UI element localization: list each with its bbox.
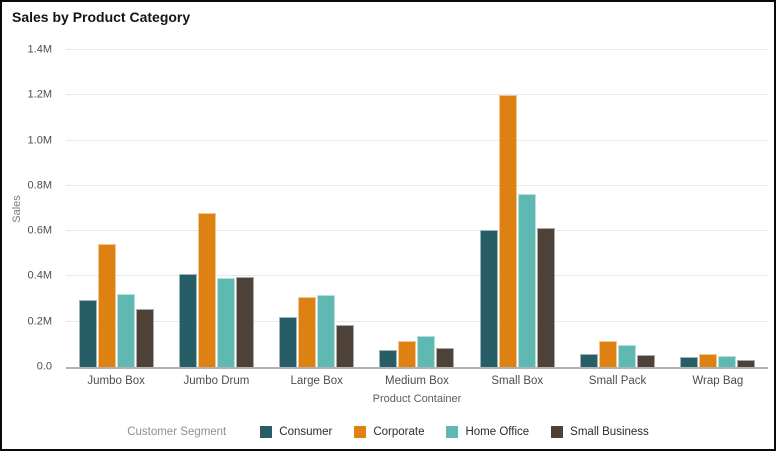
x-tick-labels: Jumbo Box Jumbo Drum Large Box Medium Box Sm…	[66, 375, 768, 387]
y-tick-label: 1.2M	[27, 88, 52, 101]
bar-corporate-wrap-bag[interactable]	[699, 354, 718, 367]
bar-group-medium-box	[367, 50, 467, 367]
bar-corporate-jumbo-drum[interactable]	[197, 213, 216, 367]
legend-label: Small Business	[570, 426, 649, 438]
legend-label: Corporate	[373, 426, 425, 438]
bar-corporate-large-box[interactable]	[298, 296, 317, 367]
bar-group-wrap-bag	[668, 50, 768, 367]
bar-small-business-jumbo-box[interactable]	[135, 309, 154, 367]
legend-items: Consumer Corporate Home Office Small Busine…	[260, 426, 649, 438]
legend-swatch-icon	[551, 426, 564, 438]
bar-small-business-small-box[interactable]	[536, 227, 555, 367]
x-tick-label-large-box: Large Box	[290, 375, 343, 387]
legend-item-home-office[interactable]: Home Office	[446, 426, 529, 438]
bar-group-small-pack	[567, 50, 667, 367]
bar-home-office-small-pack[interactable]	[618, 344, 637, 367]
bar-consumer-wrap-bag[interactable]	[680, 356, 699, 367]
bar-small-business-medium-box[interactable]	[436, 347, 455, 367]
bar-home-office-wrap-bag[interactable]	[718, 355, 737, 367]
plot-area	[66, 49, 768, 369]
bar-consumer-small-pack[interactable]	[580, 353, 599, 367]
gridline	[66, 139, 768, 141]
bar-groups	[66, 50, 768, 367]
legend-label: Consumer	[279, 426, 333, 438]
gridline	[66, 230, 768, 232]
y-tick-label: 1.4M	[27, 43, 52, 56]
gridline	[66, 184, 768, 186]
bar-home-office-jumbo-drum[interactable]	[216, 278, 235, 367]
y-tick-label: 0.8M	[27, 179, 52, 192]
y-tick-label: 0.6M	[27, 224, 52, 237]
legend-swatch-icon	[446, 426, 459, 438]
gridline	[66, 320, 768, 322]
gridline	[66, 275, 768, 277]
x-tick-label-small-box: Small Box	[491, 375, 544, 387]
bar-consumer-jumbo-drum[interactable]	[178, 274, 197, 367]
bar-small-business-small-pack[interactable]	[637, 355, 656, 367]
bar-group-jumbo-drum	[166, 50, 266, 367]
legend-item-corporate[interactable]: Corporate	[354, 426, 424, 438]
gridlines	[66, 49, 768, 367]
bar-consumer-small-box[interactable]	[479, 229, 498, 367]
y-tick-label: 0.0	[36, 360, 52, 373]
bar-group-jumbo-box	[66, 50, 166, 367]
legend: Customer Segment Consumer Corporate Home O…	[2, 426, 774, 438]
x-tick-label-jumbo-box: Jumbo Box	[87, 375, 145, 387]
bar-consumer-medium-box[interactable]	[379, 350, 398, 367]
legend-swatch-icon	[260, 426, 273, 438]
bar-home-office-medium-box[interactable]	[417, 336, 436, 367]
bar-small-business-large-box[interactable]	[336, 324, 355, 367]
bar-home-office-large-box[interactable]	[317, 294, 336, 367]
legend-title: Customer Segment	[127, 426, 227, 438]
bar-small-business-wrap-bag[interactable]	[737, 359, 756, 367]
x-axis-title: Product Container	[372, 393, 462, 405]
bar-corporate-small-box[interactable]	[498, 95, 517, 367]
legend-swatch-icon	[354, 426, 367, 438]
bar-group-small-box	[467, 50, 567, 367]
bar-corporate-jumbo-box[interactable]	[97, 243, 116, 367]
y-tick-label: 0.2M	[27, 315, 52, 328]
chart-title: Sales by Product Category	[12, 9, 191, 25]
x-tick-label-jumbo-drum: Jumbo Drum	[183, 375, 250, 387]
legend-item-small-business[interactable]: Small Business	[551, 426, 649, 438]
y-axis-ticks: 0.0 0.2M 0.4M 0.6M 0.8M 1.0M 1.2M 1.4M	[2, 44, 58, 372]
x-tick-label-wrap-bag: Wrap Bag	[692, 375, 744, 387]
x-tick-label-medium-box: Medium Box	[385, 375, 449, 387]
x-tick-label-small-pack: Small Pack	[588, 375, 647, 387]
y-tick-label: 1.0M	[27, 134, 52, 147]
bar-small-business-jumbo-drum[interactable]	[235, 277, 254, 367]
legend-item-consumer[interactable]: Consumer	[260, 426, 332, 438]
bar-consumer-large-box[interactable]	[279, 316, 298, 367]
y-tick-label: 0.4M	[27, 269, 52, 282]
bar-group-large-box	[267, 50, 367, 367]
bar-home-office-small-box[interactable]	[517, 193, 536, 367]
bar-corporate-medium-box[interactable]	[398, 340, 417, 367]
gridline	[66, 49, 768, 50]
bar-consumer-jumbo-box[interactable]	[78, 299, 97, 367]
gridline	[66, 94, 768, 96]
bar-corporate-small-pack[interactable]	[599, 340, 618, 367]
legend-label: Home Office	[465, 426, 530, 438]
bar-home-office-jumbo-box[interactable]	[116, 293, 135, 367]
